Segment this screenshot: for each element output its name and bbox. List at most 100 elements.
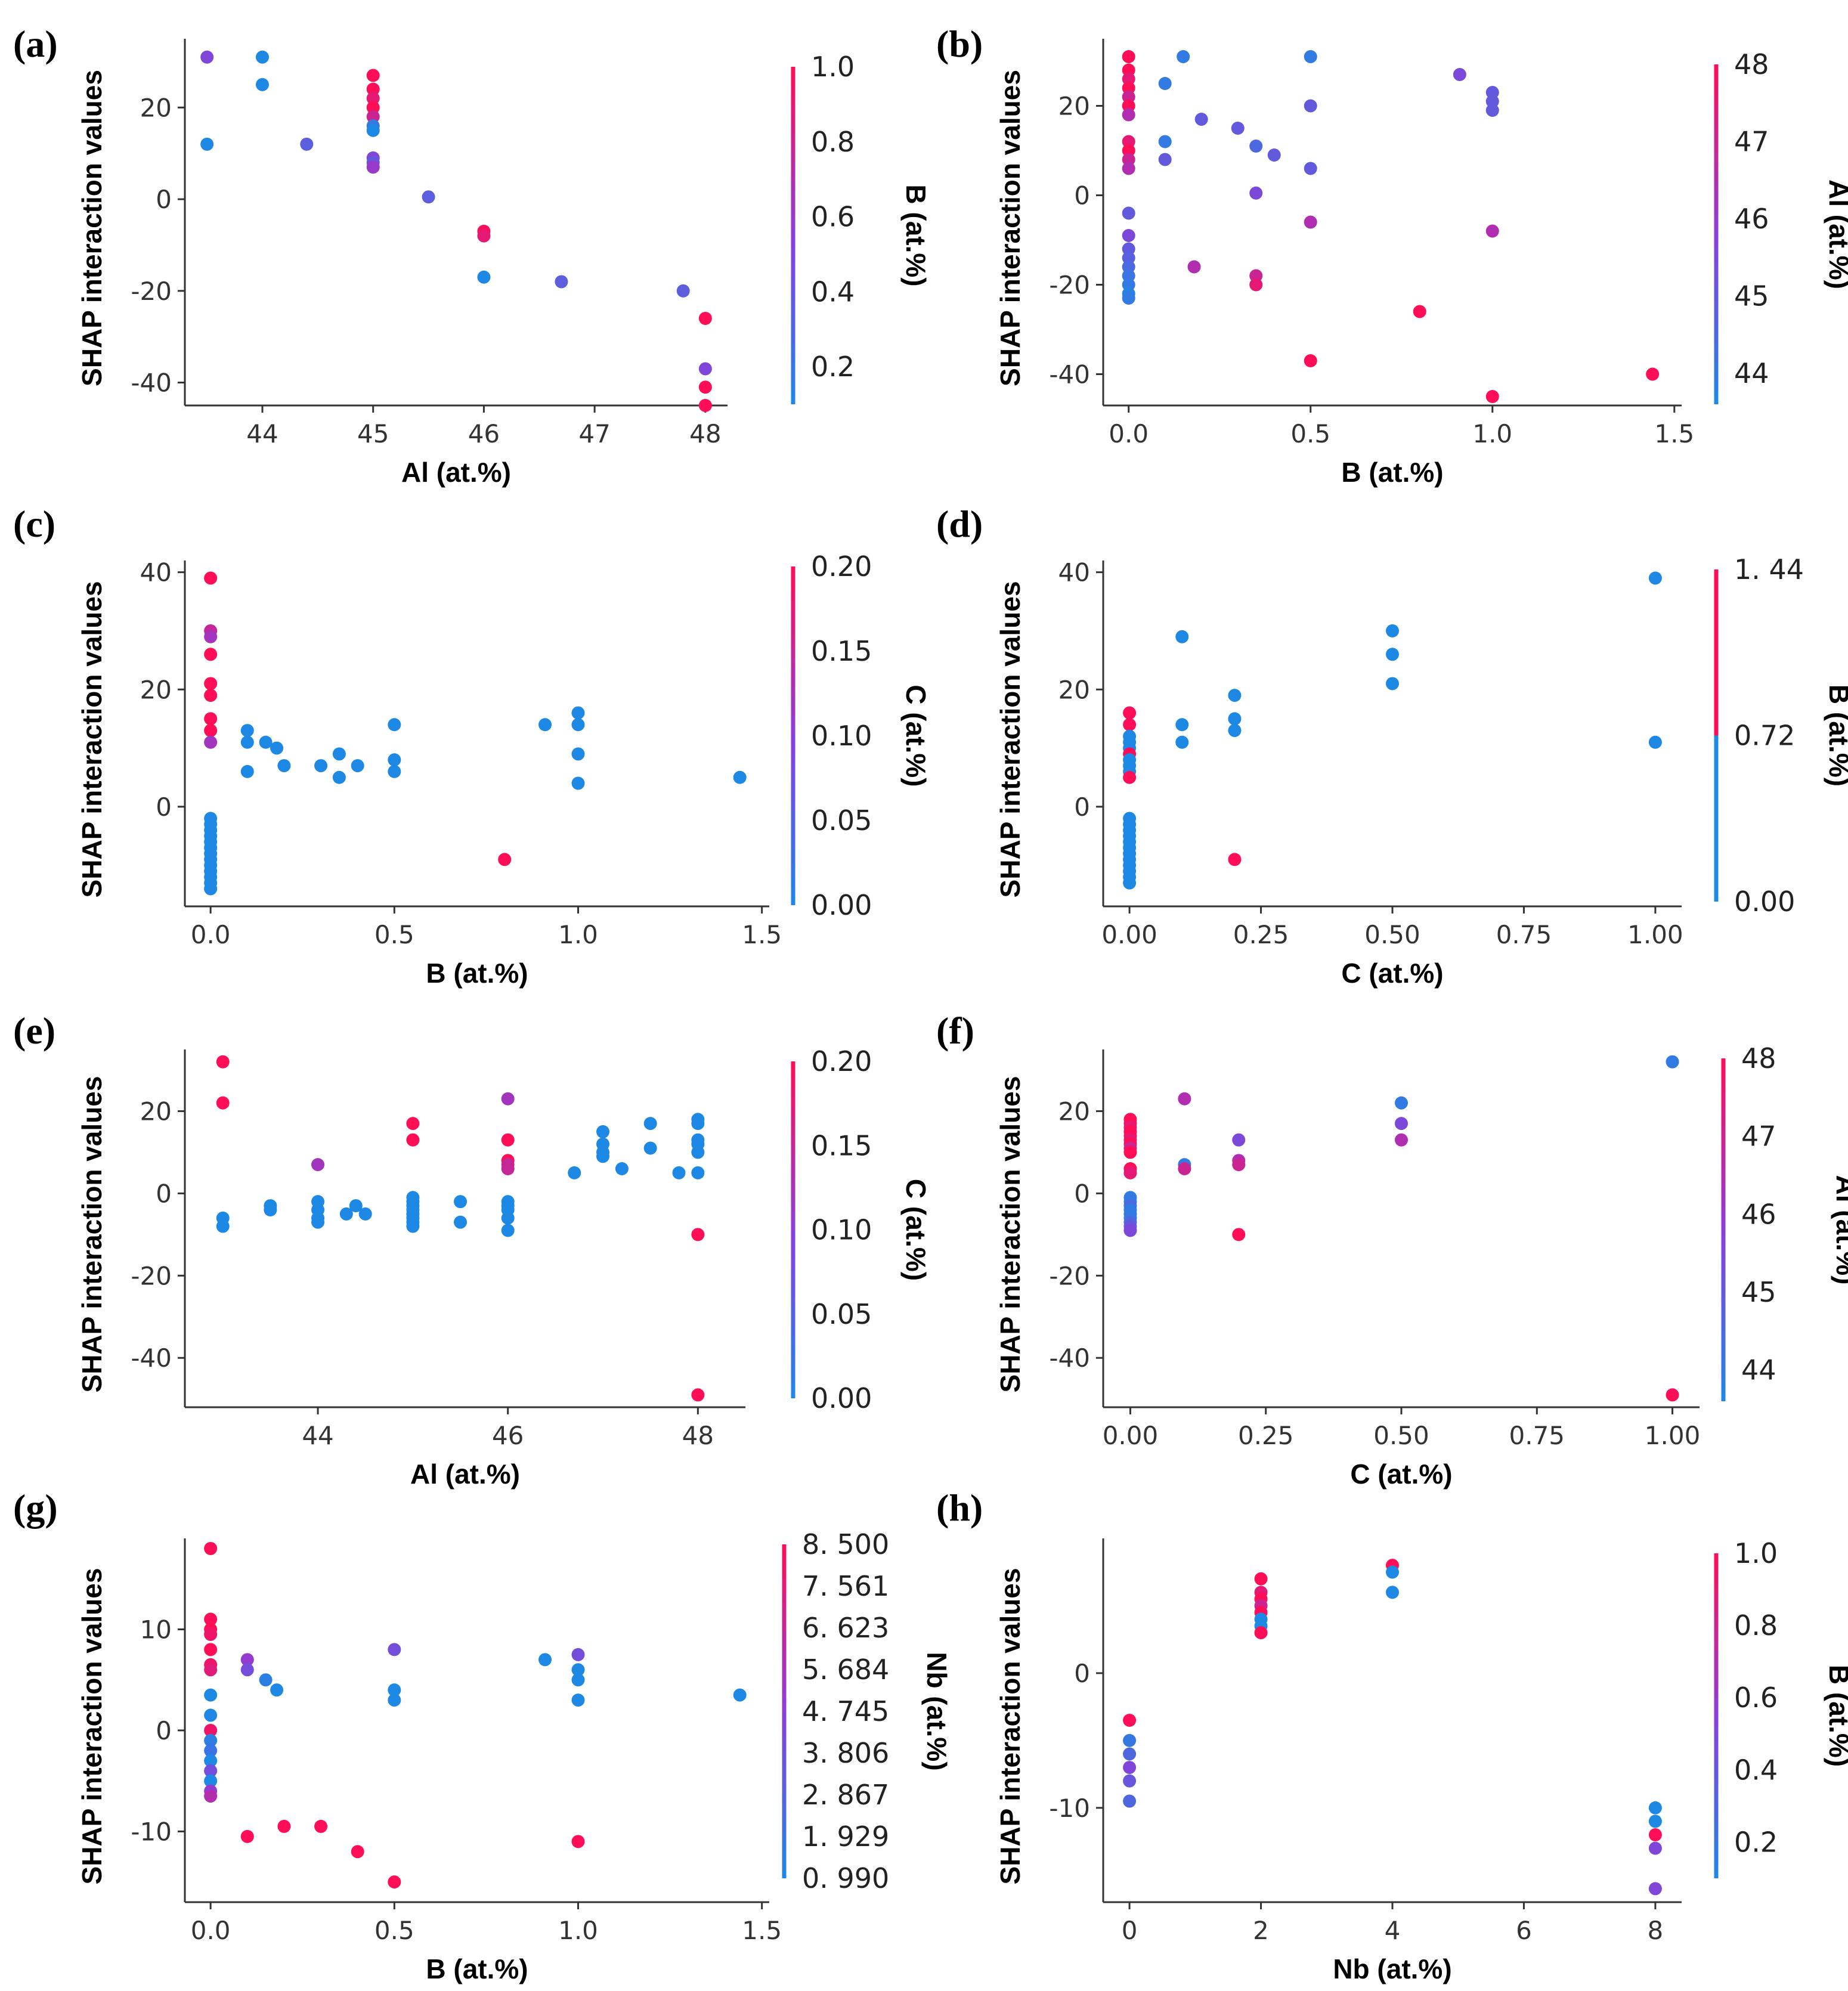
scatter-point [1249,186,1263,200]
x-axis-label: B (at.%) [426,1953,528,1984]
scatter-point [1123,1145,1137,1159]
colorbar-label: Al (at.%) [1831,1175,1848,1285]
colorbar-tick-label: 0.10 [811,720,872,752]
x-tick-label: 46 [468,419,500,448]
colorbar-tick-label: 1. 929 [802,1820,889,1853]
scatter-point [422,190,435,204]
scatter-point [1232,1133,1246,1147]
x-tick-label: 0.75 [1496,920,1552,949]
scatter-point [454,1195,468,1209]
scatter-point [1453,68,1466,81]
x-tick-label: 44 [302,1421,333,1450]
colorbar-tick-label: 5. 684 [802,1654,889,1686]
scatter-point [277,759,291,773]
colorbar-tick-label: 6. 623 [802,1612,889,1644]
scatter-point [501,1224,515,1237]
scatter-point [204,724,218,738]
scatter-point [240,724,254,738]
scatter-point [733,770,747,784]
colorbar-tick-label: 0.4 [811,275,855,308]
scatter-point [571,1673,585,1687]
scatter-point [477,229,491,243]
scatter-point [1123,706,1137,720]
scatter-point [388,1875,401,1889]
scatter-point [240,1663,254,1677]
colorbar-tick-label: 0.4 [1734,1754,1778,1786]
scatter-point [388,718,401,732]
scatter-point [332,770,346,784]
scatter-point [349,1199,363,1213]
scatter-point [1158,153,1172,166]
colorbar-tick-label: 3. 806 [802,1737,889,1769]
colorbar-tick-label: 0.8 [811,126,855,158]
scatter-point [1648,571,1662,585]
colorbar-label: B (at.%) [1824,685,1848,787]
scatter-point [1122,206,1135,220]
scatter-point [1254,1626,1268,1640]
scatter-point [1123,1166,1137,1179]
panel-h: (h) 0 2 4 6 8 -10 0 Nb (at.%) SHAP interaction va… [936,1487,1848,1984]
scatter-point [204,1733,218,1747]
colorbar-tick-label: 45 [1741,1276,1776,1308]
scatter-point [366,82,380,96]
x-tick-label: 2 [1253,1916,1269,1945]
scatter-point [571,1648,585,1661]
x-tick-label: 47 [578,419,610,448]
colorbar-tick-label: 0.00 [1734,885,1795,918]
scatter-point [1228,712,1242,726]
scatter-point [454,1215,468,1229]
scatter-point [1395,1133,1408,1147]
scatter-point [676,284,690,298]
scatter-point [1228,689,1242,702]
x-tick-label: 0.50 [1373,1421,1429,1450]
scatter-point [204,571,218,585]
scatter-point [1232,1158,1246,1172]
scatter-point [406,1117,420,1131]
y-tick-label: 0 [156,1716,172,1745]
scatter-point [1666,1055,1679,1069]
scatter-point [571,718,585,732]
y-axis-label: SHAP interaction values [76,581,107,898]
scatter-point [270,1683,284,1697]
scatter-point [406,1133,420,1147]
scatter-point [1485,224,1499,238]
scatter-point [1122,229,1135,242]
colorbar-label: C (at.%) [900,1179,931,1281]
scatter-point [240,1653,254,1667]
x-axis-label: B (at.%) [1341,457,1443,488]
scatter-point [501,1133,515,1147]
x-axis-label: B (at.%) [426,958,528,989]
panel-label: (a) [13,23,58,65]
panel-label: (f) [936,1010,974,1052]
colorbar-tick-label: 48 [1734,48,1769,80]
scatter-point [1123,1714,1137,1727]
x-tick-label: 0.5 [1290,419,1330,448]
scatter-point [314,1819,328,1833]
x-tick-label: 1.5 [1654,419,1694,448]
colorbar-label: B (at.%) [1824,1665,1848,1767]
colorbar [1714,569,1719,902]
colorbar-tick-label: 0.05 [811,1298,872,1330]
scatter-point [204,1688,218,1702]
y-tick-label: 0 [156,1179,172,1208]
scatter-point [477,270,491,284]
y-tick-label: -40 [131,1343,172,1373]
colorbar-tick-label: 0.10 [811,1214,872,1246]
x-tick-label: 45 [357,419,389,448]
y-axis-label: SHAP interaction values [995,581,1026,898]
scatter-point [259,1673,273,1687]
scatter-point [1175,630,1189,643]
y-tick-label: 40 [1058,558,1090,587]
scatter-point [1231,122,1245,135]
colorbar-tick-label: 0.05 [811,804,872,837]
scatter-point [1158,135,1172,148]
y-tick-label: 0 [1074,1659,1090,1688]
scatter-point [1304,215,1317,229]
x-tick-label: 48 [689,419,721,448]
y-tick-label: -40 [1049,360,1090,389]
x-tick-label: 46 [492,1421,524,1450]
panel-g: (g) 0.0 0.5 1.0 1.5 -10 0 10 B (at.%) SHAP intera… [13,1487,952,1984]
colorbar-tick-label: 45 [1734,280,1769,312]
scatter-point [204,712,218,726]
y-tick-label: -40 [131,369,172,398]
